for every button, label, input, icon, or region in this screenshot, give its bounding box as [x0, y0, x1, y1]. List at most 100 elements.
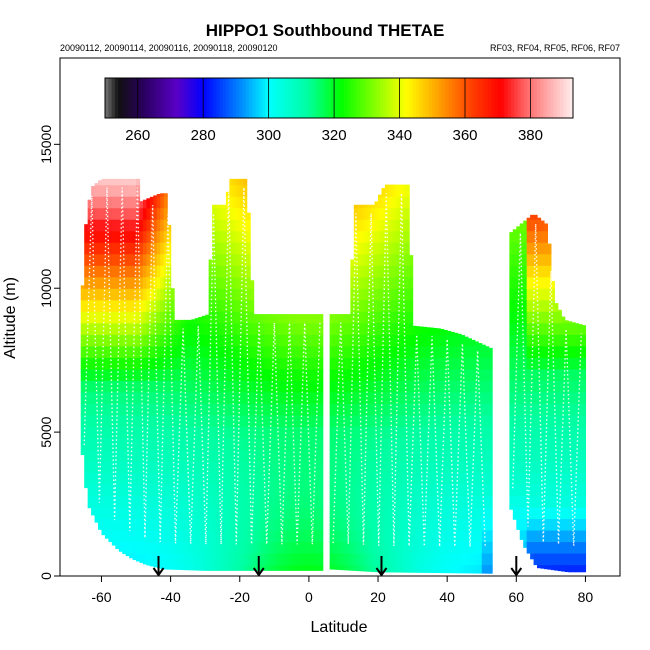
heatmap-cell: [201, 391, 206, 404]
heatmap-cell: [398, 265, 403, 278]
heatmap-cell: [516, 414, 521, 427]
heatmap-cell: [467, 506, 472, 520]
heatmap-cell: [253, 314, 258, 324]
colorbar-tick-label: 280: [191, 127, 216, 144]
heatmap-cell: [281, 414, 286, 427]
heatmap-cell: [111, 357, 116, 370]
heatmap-cell: [402, 437, 407, 450]
heatmap-cell: [156, 368, 161, 381]
heatmap-cell: [426, 391, 431, 404]
heatmap-cell: [523, 483, 528, 497]
heatmap-cell: [205, 483, 210, 497]
heatmap-cell: [212, 426, 217, 439]
heatmap-cell: [198, 460, 203, 473]
heatmap-cell: [543, 518, 549, 531]
colorbar-tick-label: 260: [125, 127, 150, 144]
heatmap-cell: [222, 334, 227, 347]
heatmap-cell: [384, 437, 389, 450]
heatmap-cell: [108, 357, 113, 370]
heatmap-cell: [378, 483, 383, 497]
heatmap-cell: [336, 506, 341, 520]
heatmap-cell: [257, 483, 262, 497]
heatmap-cell: [367, 472, 372, 485]
heatmap-cell: [136, 506, 141, 520]
heatmap-cell: [163, 242, 168, 255]
heatmap-cell: [232, 564, 237, 571]
heatmap-cell: [395, 403, 400, 416]
heatmap-cell: [343, 564, 348, 571]
heatmap-cell: [388, 184, 393, 197]
colorbar-cell: [533, 78, 538, 118]
heatmap-cell: [578, 483, 583, 497]
heatmap-cell: [512, 495, 517, 508]
heatmap-cell: [357, 219, 362, 232]
heatmap-cell: [180, 495, 186, 508]
heatmap-cell: [149, 299, 154, 312]
heatmap-cell: [91, 311, 96, 324]
heatmap-cell: [443, 460, 448, 473]
heatmap-cell: [205, 403, 210, 416]
heatmap-cell: [405, 288, 410, 301]
heatmap-cell: [537, 242, 542, 255]
heatmap-cell: [184, 552, 189, 566]
heatmap-cell: [284, 506, 289, 520]
heatmap-cell: [460, 449, 466, 462]
heatmap-cell: [447, 541, 452, 554]
heatmap-cell: [149, 196, 154, 209]
heatmap-cell: [94, 288, 99, 301]
heatmap-cell: [346, 564, 351, 571]
heatmap-cell: [146, 426, 151, 439]
heatmap-cell: [353, 460, 358, 473]
heatmap-cell: [118, 472, 123, 485]
heatmap-cell: [564, 391, 569, 404]
heatmap-cell: [301, 506, 307, 520]
heatmap-cell: [80, 380, 85, 393]
heatmap-cell: [429, 357, 434, 370]
heatmap-cell: [436, 357, 441, 370]
heatmap-cell: [478, 357, 483, 370]
colorbar-cell: [324, 78, 329, 118]
heatmap-cell: [364, 242, 369, 255]
heatmap-cell: [239, 380, 244, 393]
heatmap-cell: [146, 322, 151, 335]
heatmap-cell: [547, 529, 552, 543]
heatmap-cell: [122, 178, 127, 186]
heatmap-cell: [329, 518, 334, 531]
heatmap-cell: [364, 204, 369, 209]
heatmap-cell: [236, 219, 241, 232]
heatmap-cell: [149, 426, 154, 439]
heatmap-cell: [509, 345, 514, 358]
heatmap-cell: [229, 529, 234, 543]
heatmap-cell: [388, 472, 393, 485]
heatmap-cell: [111, 380, 116, 393]
heatmap-cell: [149, 391, 154, 404]
heatmap-cell: [350, 472, 355, 485]
heatmap-cell: [367, 219, 372, 232]
heatmap-cell: [132, 253, 137, 266]
heatmap-cell: [153, 529, 158, 543]
heatmap-cell: [125, 299, 130, 312]
heatmap-cell: [540, 449, 545, 462]
heatmap-cell: [416, 518, 421, 531]
heatmap-cell: [450, 518, 455, 531]
heatmap-cell: [405, 196, 410, 209]
heatmap-cell: [346, 437, 351, 450]
heatmap-cell: [142, 219, 148, 232]
heatmap-cell: [530, 449, 535, 462]
heatmap-cell: [253, 564, 258, 571]
colorbar-cell: [314, 78, 319, 118]
heatmap-cell: [564, 564, 569, 573]
heatmap-cell: [398, 311, 403, 324]
heatmap-cell: [488, 564, 493, 574]
heatmap-cell: [270, 552, 275, 566]
heatmap-cell: [236, 253, 241, 266]
heatmap-cell: [530, 299, 535, 312]
heatmap-cell: [274, 472, 279, 485]
heatmap-cell: [350, 311, 355, 324]
heatmap-cell: [257, 322, 262, 335]
heatmap-cell: [122, 391, 127, 404]
heatmap-cell: [111, 322, 116, 335]
heatmap-cell: [378, 194, 383, 197]
heatmap-cell: [160, 230, 165, 243]
heatmap-cell: [329, 483, 334, 497]
